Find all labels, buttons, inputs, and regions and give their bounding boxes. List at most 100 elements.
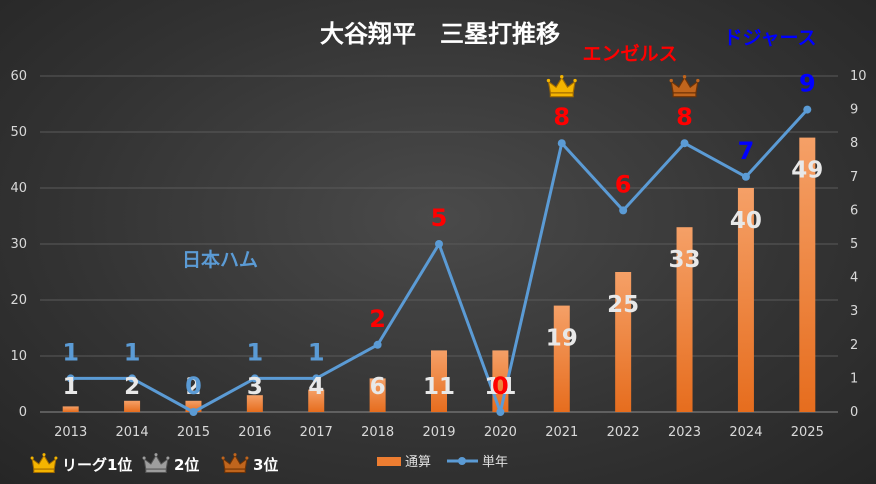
legend-line-label: 単年: [482, 454, 508, 470]
line-point: [250, 374, 259, 383]
x-tick-label: 2018: [361, 425, 394, 440]
right-tick-label: 3: [850, 304, 858, 319]
season-label: 0: [185, 372, 202, 400]
team-label: エンゼルス: [582, 42, 677, 65]
team-label: 日本ハム: [182, 248, 258, 271]
team-labels: 日本ハム エンゼルス ドジャース: [182, 27, 817, 271]
x-tick-label: 2017: [300, 425, 333, 440]
right-tick-label: 10: [850, 69, 867, 84]
cumulative-label: 1: [63, 374, 79, 400]
bar: [553, 305, 570, 412]
crown-jewel: [682, 75, 687, 79]
line-point: [312, 374, 321, 383]
right-tick-label: 8: [850, 136, 858, 151]
season-label: 1: [308, 338, 325, 366]
line-point: [557, 139, 566, 148]
right-tick-label: 6: [850, 203, 858, 218]
crown-shape: [670, 76, 699, 94]
bar: [676, 227, 693, 412]
right-tick-label: 9: [850, 103, 858, 118]
bar: [369, 378, 386, 412]
right-tick-label: 2: [850, 338, 858, 353]
line-point: [619, 206, 628, 215]
season-label: 7: [738, 137, 755, 165]
chart-title: 大谷翔平 三塁打推移: [320, 20, 560, 48]
x-tick-label: 2014: [116, 425, 149, 440]
bar-series: [62, 137, 816, 412]
x-tick-label: 2022: [607, 425, 640, 440]
left-tick-label: 10: [10, 349, 27, 364]
x-tick-label: 2015: [177, 425, 210, 440]
left-tick-label: 20: [10, 293, 27, 308]
crown-jewel: [166, 456, 170, 460]
right-tick-label: 5: [850, 237, 858, 252]
bronze-crown-icon: [221, 453, 249, 474]
cumulative-label: 3: [247, 374, 263, 400]
rank-legend: リーグ1位 2位 3位: [30, 453, 278, 474]
bar: [431, 350, 447, 412]
x-tick-label: 2025: [791, 425, 824, 440]
crown-shape: [222, 454, 248, 470]
left-tick-label: 60: [10, 69, 27, 84]
crown-jewel: [54, 456, 58, 460]
right-tick-label: 7: [850, 170, 858, 185]
crown-jewel: [30, 456, 34, 460]
crown-jewel: [696, 78, 700, 83]
crown-shape: [547, 76, 576, 94]
line-point: [128, 374, 137, 383]
crown-band: [672, 92, 697, 98]
x-tick-label: 2020: [484, 425, 517, 440]
bar: [185, 400, 202, 412]
cumulative-label: 33: [669, 247, 701, 273]
bar: [615, 272, 632, 412]
cumulative-label: 2: [124, 374, 140, 400]
bar: [246, 395, 263, 412]
crown-jewel: [154, 453, 158, 457]
gold-crown-icon: [30, 453, 58, 474]
crown-markers: [546, 75, 700, 98]
rank-legend-label: 2位: [174, 456, 199, 474]
line-point: [496, 408, 505, 416]
cumulative-label: 11: [484, 374, 516, 400]
right-tick-label: 0: [850, 405, 858, 420]
x-tick-label: 2023: [668, 425, 701, 440]
cumulative-label: 25: [607, 292, 639, 318]
gold-crown-icon: [546, 75, 577, 98]
line-point: [66, 374, 75, 383]
left-tick-label: 0: [19, 405, 27, 420]
season-label: 9: [799, 70, 816, 98]
x-tick-label: 2019: [422, 425, 455, 440]
cumulative-label: 40: [730, 208, 762, 234]
crown-jewel: [221, 456, 225, 460]
legend: 通算 単年: [377, 454, 508, 470]
x-tick-label: 2013: [54, 425, 87, 440]
legend-line-marker: [458, 457, 466, 465]
bar: [124, 400, 141, 412]
x-tick-label: 2024: [729, 425, 762, 440]
right-tick-label: 1: [850, 371, 858, 386]
season-label: 1: [62, 338, 79, 366]
bar: [799, 137, 816, 412]
season-label: 2: [369, 305, 386, 333]
crown-band: [224, 468, 246, 474]
cumulative-label: 19: [546, 326, 578, 352]
cumulative-label: 4: [308, 374, 324, 400]
crown-band: [549, 92, 574, 98]
line-point: [680, 139, 689, 148]
crown-band: [33, 468, 55, 474]
crown-band: [145, 468, 167, 474]
line-point: [189, 408, 198, 416]
season-label: 5: [431, 204, 448, 232]
line-point: [803, 105, 812, 114]
crown-jewel: [233, 453, 237, 457]
bar: [308, 389, 325, 412]
season-label: 1: [124, 338, 141, 366]
silver-crown-icon: [142, 453, 170, 474]
rank-legend-label: リーグ1位: [62, 456, 132, 474]
left-tick-label: 50: [10, 125, 27, 140]
legend-bar-swatch: [377, 457, 401, 466]
bar: [737, 188, 754, 412]
team-label: ドジャース: [723, 27, 816, 49]
